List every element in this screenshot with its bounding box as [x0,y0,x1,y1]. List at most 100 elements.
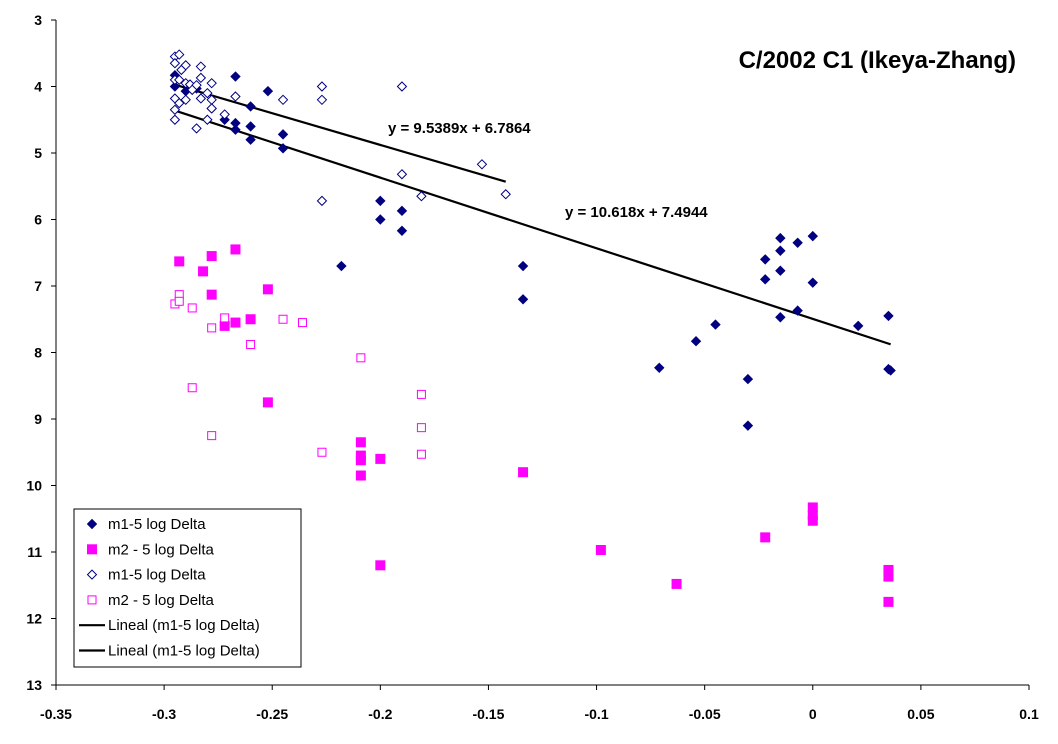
legend-label: m2 - 5 log Delta [108,592,215,609]
y-tick-label: 3 [34,12,42,28]
legend-box [73,508,302,668]
data-point [174,74,185,86]
data-point [195,93,207,104]
data-point [230,71,241,82]
data-point [202,87,213,99]
data-point [375,195,386,207]
data-point [219,114,230,125]
legend-marker [86,569,98,580]
data-point [355,437,366,448]
data-point [883,571,894,582]
data-point [317,447,327,457]
data-point [654,362,665,374]
data-point [174,256,185,267]
data-point [416,191,427,202]
trendlines [174,83,891,346]
x-tick-label: -0.05 [689,706,721,722]
data-point [195,61,207,72]
data-point [206,251,217,262]
data-point [277,143,289,154]
data-point [671,578,682,589]
data-point [207,323,217,333]
x-tick-label: -0.35 [40,706,72,722]
y-tick-label: 11 [27,544,42,560]
data-point [180,94,191,106]
data-point [187,383,197,393]
data-point [206,103,217,114]
data-point [356,353,366,363]
legend-label: Lineal (m1-5 log Delta) [108,617,260,634]
data-point [219,320,230,331]
data-point [219,109,230,120]
data-point [807,277,818,288]
y-tick-label: 4 [34,79,42,95]
data-point [278,314,288,324]
legend-label: m1-5 log Delta [108,567,206,584]
legend-label: m2 - 5 log Delta [108,541,215,558]
x-tick-label: 0 [809,706,817,722]
data-point [297,318,307,328]
y-tick-label: 10 [26,478,42,494]
trendline-2 [174,109,891,346]
data-point [760,274,771,285]
data-point [883,310,894,322]
data-point [885,365,896,376]
legend-marker [86,518,98,530]
trendline-equation-1: y = 9.5389x + 6.7864 [388,120,531,137]
data-point [710,319,721,330]
data-point [775,232,786,244]
data-point [262,85,274,97]
data-point [416,423,426,433]
data-point [396,205,408,217]
data-point [775,245,786,256]
data-point [174,296,184,306]
x-tick-label: -0.15 [472,706,504,722]
data-point [476,159,488,170]
data-point [187,84,198,96]
x-tick-label: -0.2 [368,706,392,722]
data-point [169,104,181,115]
data-point [245,314,256,325]
data-point [883,596,894,607]
x-tick-label: -0.25 [256,706,288,722]
data-point [245,121,256,132]
series-m2-filled [174,244,894,607]
legend-label: Lineal (m1-5 log Delta) [108,643,260,660]
data-point [375,453,386,464]
data-point [316,81,328,92]
data-point [277,94,289,106]
x-tick-label: 0.1 [1019,706,1039,722]
data-point [169,114,181,125]
data-point [416,449,426,459]
data-point [245,134,256,145]
x-tick-label: 0.05 [907,706,934,722]
data-point [246,340,256,350]
series-m1-filled [169,69,896,431]
data-point [396,81,408,92]
data-point [517,260,529,272]
data-point [245,101,256,112]
data-point [355,455,366,466]
data-point [792,305,803,316]
data-point [230,244,241,255]
y-tick-label: 12 [26,611,42,627]
data-point [792,237,803,248]
data-point [277,129,289,140]
data-point [316,195,328,207]
data-point [760,532,771,543]
data-point [517,294,529,305]
data-point [174,49,185,60]
legend-marker [87,595,97,605]
y-tick-label: 7 [34,278,42,294]
data-point [852,320,864,332]
data-point [518,467,529,478]
data-point [230,317,241,328]
data-point [230,124,241,135]
axes: 3 4 5 6 7 8 9 10 11 12 13 -0.35 -0.3 -0.25 -0.2 -0.15 -0… [26,12,1039,722]
y-tick-label: 8 [34,345,42,361]
x-tick-label: -0.3 [152,706,176,722]
trendline-equation-2: y = 10.618x + 7.4944 [565,204,708,221]
y-tick-label: 13 [26,677,42,693]
series-m1-open [169,49,511,207]
data-point [262,284,273,295]
